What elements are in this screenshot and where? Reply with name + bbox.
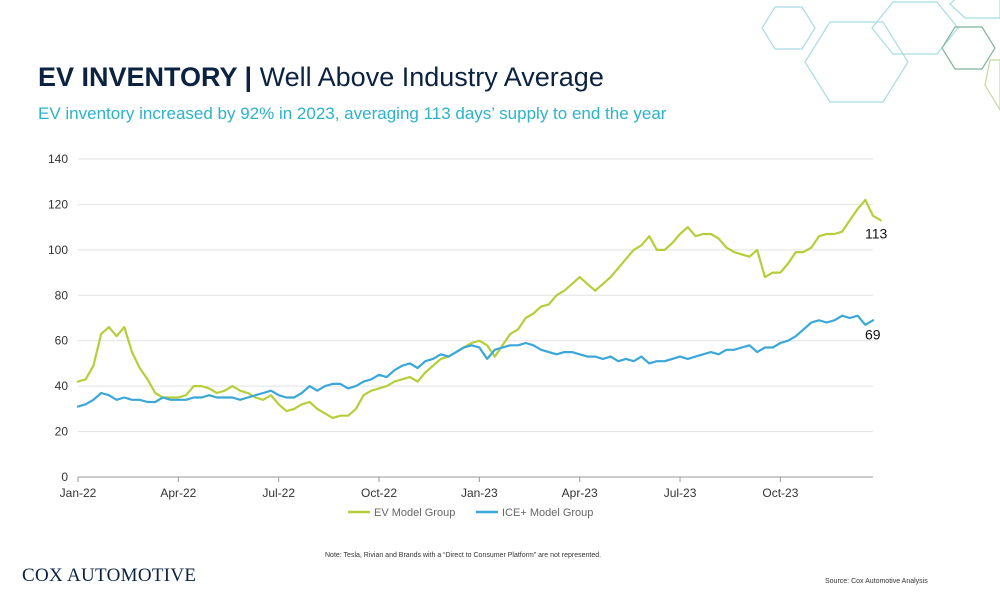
x-tick-label: Apr-23 [562,486,598,500]
y-tick-label: 100 [48,243,68,257]
page-title: EV INVENTORY | Well Above Industry Avera… [38,62,604,93]
page-subtitle: EV inventory increased by 92% in 2023, a… [38,104,667,123]
y-tick-label: 40 [55,379,69,393]
x-tick-label: Oct-23 [762,486,798,500]
y-tick-label: 60 [55,334,69,348]
x-tick-label: Oct-22 [361,486,397,500]
legend-label: EV Model Group [374,507,455,519]
y-tick-label: 20 [55,425,69,439]
x-tick-label: Apr-22 [160,486,196,500]
x-tick-label: Jul-23 [664,486,697,500]
y-tick-label: 0 [61,470,68,484]
x-tick-label: Jan-23 [461,486,498,500]
series-end-label: 69 [865,326,881,342]
legend-label: ICE+ Model Group [502,507,593,519]
y-tick-label: 140 [48,152,68,166]
series-line-ev [76,198,882,419]
source-note: Source: Cox Automotive Analysis [825,578,928,585]
page-title-rest: Well Above Industry Average [252,62,604,92]
x-tick-label: Jul-22 [262,486,295,500]
series-line-ice [76,314,875,408]
cox-automotive-logo: COX AUTOMOTIVE [22,565,197,586]
ev-inventory-line-chart: 0 20 40 60 80 100 120 140 Jan-22 Apr-22 Jul-22 Oct-… [48,152,888,519]
x-tick-label: Jan-22 [60,486,97,500]
page-title-bold: EV INVENTORY | [38,62,253,92]
series-end-label: 113 [865,225,888,241]
y-tick-label: 120 [48,197,68,211]
y-tick-label: 80 [55,288,69,302]
footnote: Note: Tesla, Rivian and Brands with a “D… [325,552,602,559]
